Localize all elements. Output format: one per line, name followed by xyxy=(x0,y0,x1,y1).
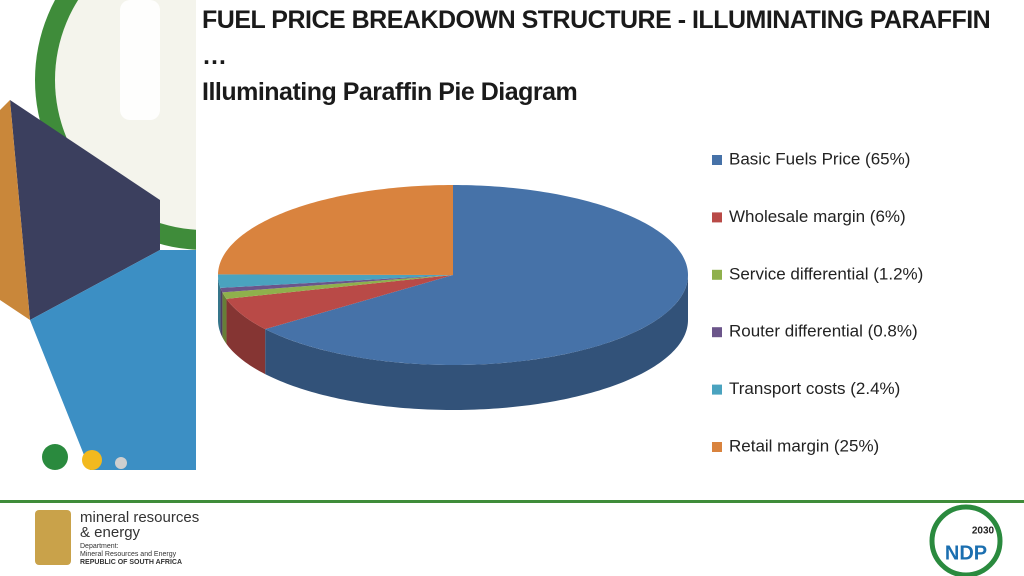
pie-slice xyxy=(222,275,453,299)
legend-swatch xyxy=(712,155,722,165)
legend-swatch xyxy=(712,442,722,452)
pie-slice-side xyxy=(222,292,227,344)
ndp-text: NDP xyxy=(945,542,987,564)
legend-label: Transport costs (2.4%) xyxy=(729,379,900,398)
title-block: FUEL PRICE BREAKDOWN STRUCTURE - ILLUMIN… xyxy=(202,2,1002,110)
legend-label: Service differential (1.2%) xyxy=(729,264,923,283)
legend-label: Router differential (0.8%) xyxy=(729,322,918,341)
legend-swatch xyxy=(712,327,722,338)
org-name: & energy xyxy=(80,524,141,541)
chart-subtitle: Illuminating Paraffin Pie Diagram xyxy=(202,78,578,106)
pie-slice xyxy=(226,275,453,330)
ndp-logo xyxy=(929,504,1003,576)
pie-slice-side xyxy=(218,275,221,333)
legend-swatch xyxy=(712,269,722,280)
decor-night xyxy=(10,100,160,320)
legend-swatch xyxy=(712,212,722,223)
legend-label: Basic Fuels Price (65%) xyxy=(729,149,910,168)
country: REPUBLIC OF SOUTH AFRICA xyxy=(80,559,182,566)
pie-slice xyxy=(218,185,453,275)
pie-slice xyxy=(220,275,453,293)
pie-slice-side xyxy=(265,275,688,410)
chart: Basic Fuels Price (65%) Wholesale margin … xyxy=(218,149,923,455)
dept-name: Mineral Resources and Energy xyxy=(80,551,177,558)
dot xyxy=(42,444,68,470)
chart-title: FUEL PRICE BREAKDOWN STRUCTURE - ILLUMIN… xyxy=(202,6,991,70)
pie-slice-side xyxy=(220,287,223,338)
legend-swatch xyxy=(712,384,722,395)
ndp-year: 2030 xyxy=(972,526,995,537)
decor-lights xyxy=(0,100,30,320)
decor xyxy=(0,0,196,470)
decor-wind xyxy=(30,250,196,470)
coat-of-arms xyxy=(35,510,71,565)
dot xyxy=(82,450,102,470)
pie-slice xyxy=(265,185,688,365)
org-name: mineral resources xyxy=(80,509,199,526)
pie-slice xyxy=(218,274,453,288)
legend-label: Wholesale margin (6%) xyxy=(729,207,906,226)
decor-bulb xyxy=(120,0,160,120)
dot xyxy=(115,457,127,469)
legend-label: Retail margin (25%) xyxy=(729,436,879,455)
footer-line xyxy=(0,500,1024,503)
dept-label: Department: xyxy=(80,543,119,550)
pie-slice-side xyxy=(226,298,266,375)
